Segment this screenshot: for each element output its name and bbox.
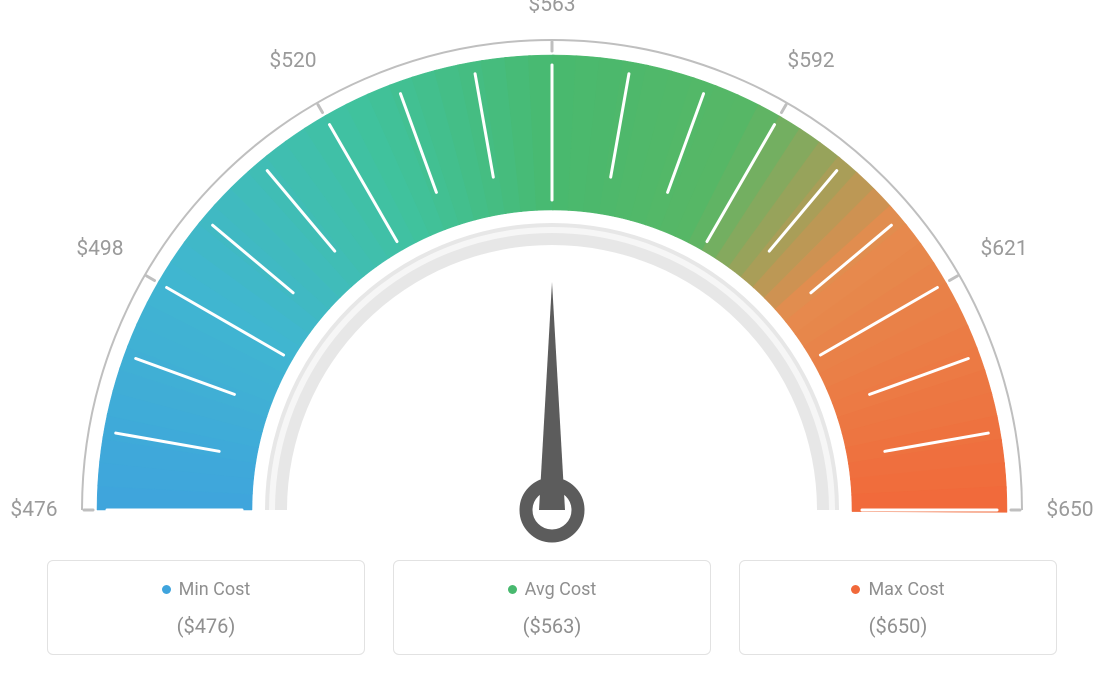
gauge-tick-label: $592 xyxy=(787,49,834,73)
legend-label: Min Cost xyxy=(179,579,251,600)
dot-icon xyxy=(508,585,517,594)
legend-value-min: ($476) xyxy=(58,614,354,638)
gauge-needle xyxy=(539,282,565,510)
gauge-tick-label: $563 xyxy=(528,0,575,17)
dot-icon xyxy=(162,585,171,594)
legend-label: Max Cost xyxy=(868,579,944,600)
gauge-svg xyxy=(0,0,1104,560)
gauge-container: $476 $498 $520 $563 $592 $621 $650 xyxy=(0,0,1104,560)
dot-icon xyxy=(851,585,860,594)
legend-row: Min Cost ($476) Avg Cost ($563) Max Cost… xyxy=(0,560,1104,655)
legend-card-avg: Avg Cost ($563) xyxy=(393,560,711,655)
legend-title-avg: Avg Cost xyxy=(508,579,597,600)
gauge-tick-label: $621 xyxy=(980,237,1027,261)
legend-value-avg: ($563) xyxy=(404,614,700,638)
gauge-tick-label: $650 xyxy=(1046,498,1093,522)
legend-title-min: Min Cost xyxy=(162,579,251,600)
legend-title-max: Max Cost xyxy=(851,579,944,600)
gauge-tick-label: $476 xyxy=(10,498,57,522)
gauge-tick-label: $498 xyxy=(76,237,123,261)
legend-card-max: Max Cost ($650) xyxy=(739,560,1057,655)
legend-value-max: ($650) xyxy=(750,614,1046,638)
gauge-tick-label: $520 xyxy=(269,49,316,73)
legend-label: Avg Cost xyxy=(525,579,597,600)
legend-card-min: Min Cost ($476) xyxy=(47,560,365,655)
